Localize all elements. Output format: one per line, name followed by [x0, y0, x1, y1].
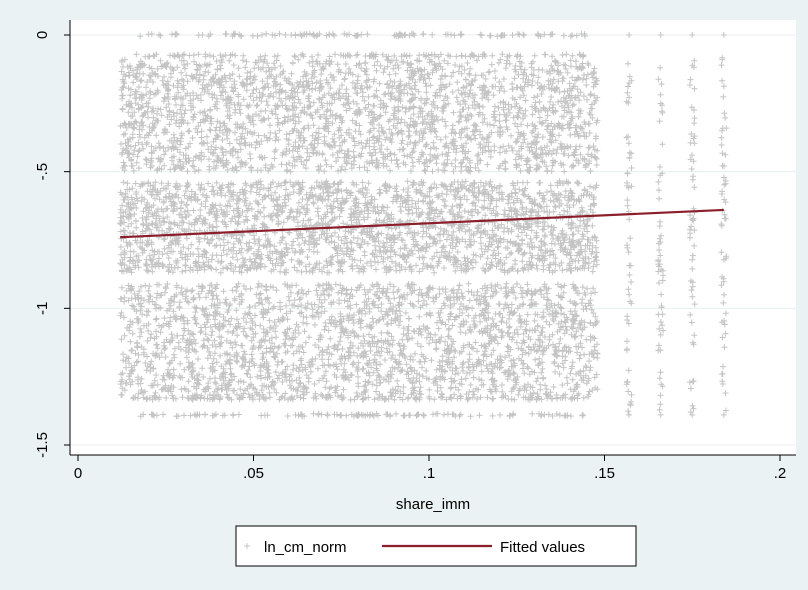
legend-marker-ln-cm-norm	[244, 543, 250, 549]
y-ticks: 0 -.5 -1 -1.5	[34, 31, 70, 458]
x-tick-label: 0	[74, 465, 82, 482]
y-tick-label: -1	[34, 302, 51, 315]
legend-label-ln-cm-norm: ln_cm_norm	[264, 539, 347, 556]
scatter-points	[117, 30, 730, 420]
scatter-markers	[117, 30, 730, 420]
x-tick-label: .15	[594, 465, 615, 482]
fitted-line	[120, 208, 724, 239]
y-tick-label: -1.5	[34, 432, 51, 458]
y-tick-label: 0	[34, 31, 51, 39]
x-tick-label: .1	[423, 465, 436, 482]
x-tick-label: .05	[243, 465, 264, 482]
y-tick-label: -.5	[34, 163, 51, 181]
x-axis-label: share_imm	[396, 496, 470, 513]
x-ticks: 0 .05 .1 .15 .2	[74, 455, 786, 482]
legend-label-fitted-values: Fitted values	[500, 539, 585, 556]
legend: ln_cm_norm Fitted values	[235, 525, 637, 567]
legend-plus-icon	[244, 543, 250, 549]
x-tick-label: .2	[774, 465, 787, 482]
